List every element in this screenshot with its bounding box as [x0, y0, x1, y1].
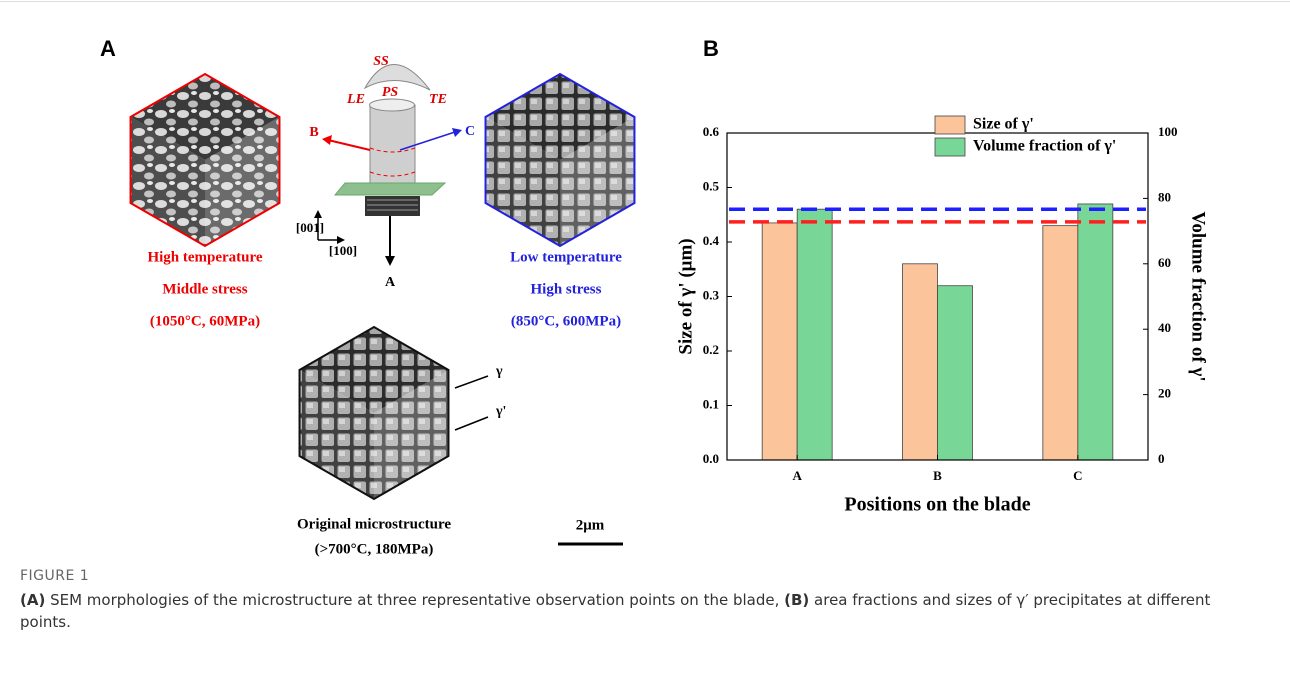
arrow-b: [328, 140, 370, 150]
y2-tick-label: 40: [1158, 320, 1171, 335]
y-tick-label: 0.6: [703, 124, 720, 139]
legend-label: Volume fraction of γ': [973, 138, 1116, 155]
legend-label: Size of γ': [973, 116, 1034, 133]
axis-label: [100]: [329, 243, 357, 258]
bar: [797, 209, 832, 460]
y2-tick-label: 100: [1158, 124, 1178, 139]
x-tick-label: B: [933, 468, 942, 483]
bar: [938, 286, 973, 460]
x-tick-label: A: [792, 468, 802, 483]
bar: [1043, 226, 1078, 460]
y2-tick-label: 80: [1158, 189, 1171, 204]
arrow-b-head: [322, 135, 332, 145]
condition: High temperature: [147, 249, 262, 265]
condition: Middle stress: [162, 281, 247, 297]
legend-swatch: [935, 116, 965, 134]
condition: (850°C, 600MPa): [511, 313, 621, 329]
condition: Original microstructure: [297, 516, 451, 532]
arrow-c-head: [452, 128, 462, 137]
cylinder: [370, 105, 415, 185]
page: { "panel_a": { "label": "A", "blade": {"…: [0, 0, 1290, 673]
y2-axis-label: Volume fraction of γ': [1188, 211, 1209, 381]
blade-label: LE: [346, 92, 365, 107]
condition: (1050°C, 60MPa): [150, 313, 260, 329]
caption-part: (B): [784, 591, 809, 609]
pointer: [455, 417, 488, 430]
y-axis-label: Size of γ' (μm): [675, 238, 696, 354]
chart: B 0.0 0.1 0.2 0.3 0.4 0.5 0.6 0 20 40 60 80 100 A B C Siz…: [675, 36, 1208, 516]
caption-part: (A): [20, 591, 45, 609]
axis-label: [001]: [296, 220, 324, 235]
bar: [762, 223, 797, 460]
y-tick-label: 0.2: [703, 342, 719, 357]
caption-label: FIGURE 1: [20, 568, 89, 584]
y-tick-label: 0.0: [703, 451, 719, 466]
x-tick-label: C: [1073, 468, 1082, 483]
x-axis-label: Positions on the blade: [844, 494, 1030, 516]
point-label: B: [309, 125, 318, 140]
phase-label: γ': [495, 404, 506, 419]
panel-label: A: [100, 36, 116, 61]
pointer: [455, 376, 488, 388]
blade-label: TE: [429, 92, 447, 107]
y2-tick-label: 60: [1158, 255, 1171, 270]
y2-tick-label: 20: [1158, 386, 1171, 401]
condition: Low temperature: [510, 249, 622, 265]
platform: [335, 183, 445, 195]
condition: (>700°C, 180MPa): [315, 541, 434, 557]
y-tick-label: 0.3: [703, 287, 720, 302]
y-tick-label: 0.1: [703, 396, 719, 411]
cylinder-top: [370, 99, 415, 111]
blade-label: PS: [382, 85, 399, 100]
y2-tick-label: 0: [1158, 451, 1165, 466]
caption-part: SEM morphologies of the microstructure a…: [45, 591, 784, 609]
blade-label: SS: [373, 54, 389, 69]
y-tick-label: 0.4: [703, 233, 720, 248]
axes-head-up: [314, 210, 322, 218]
y-tick-label: 0.5: [703, 178, 720, 193]
legend-swatch: [935, 138, 965, 156]
point-label: A: [385, 275, 396, 290]
bar: [903, 264, 938, 460]
scale-text: 2μm: [576, 517, 605, 533]
root: [365, 196, 420, 216]
arrow-a-head: [385, 256, 395, 266]
bar: [1078, 204, 1113, 460]
caption: (A) SEM morphologies of the microstructu…: [20, 589, 1260, 633]
panel-label: B: [703, 36, 719, 61]
point-label: C: [465, 124, 475, 139]
phase-label: γ: [495, 364, 503, 379]
condition: High stress: [531, 281, 602, 297]
figure: A SS LE PS TE B C A [001] [100] High tem…: [0, 0, 1290, 565]
